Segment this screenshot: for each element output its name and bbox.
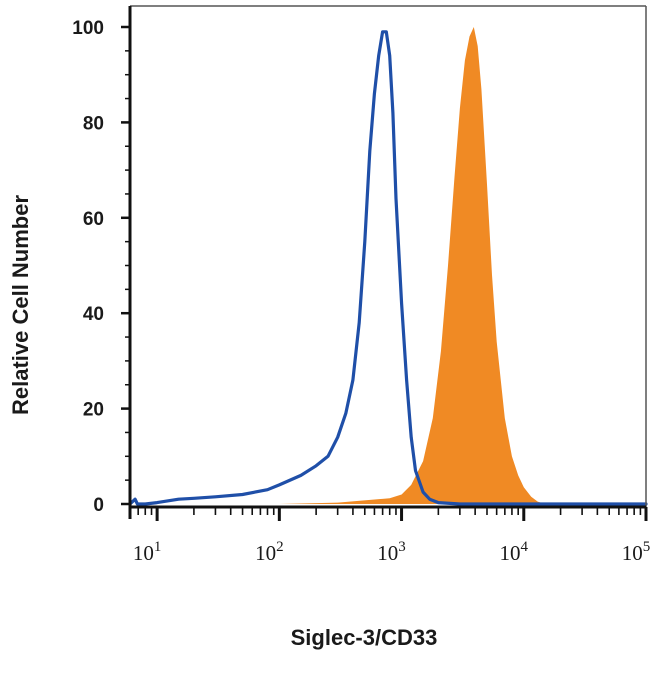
y-tick-labels: 0 20 40 60 80 100 <box>72 18 104 516</box>
x-tick-label: 102 <box>255 539 284 565</box>
y-tick-label: 100 <box>72 18 104 39</box>
filled-series-layer <box>279 27 546 504</box>
y-tick-label: 80 <box>83 113 104 134</box>
x-tick-label: 103 <box>377 539 406 565</box>
y-axis-title: Relative Cell Number <box>8 195 33 416</box>
tick-layer <box>121 25 648 521</box>
outline-histogram-series <box>128 30 648 506</box>
y-tick-label: 60 <box>83 209 104 230</box>
x-tick-label: 105 <box>622 539 650 565</box>
x-axis-title: Siglec-3/CD33 <box>291 625 438 650</box>
y-tick-label: 40 <box>83 304 104 325</box>
x-tick-label: 101 <box>133 539 162 565</box>
y-tick-label: 0 <box>93 495 104 516</box>
x-tick-label: 104 <box>500 539 529 565</box>
y-tick-label: 20 <box>83 400 104 421</box>
filled-histogram-series <box>279 27 546 504</box>
plot-frame <box>128 5 647 519</box>
x-tick-labels: 101 102 103 104 105 <box>133 539 650 565</box>
line-series-layer <box>128 30 648 506</box>
